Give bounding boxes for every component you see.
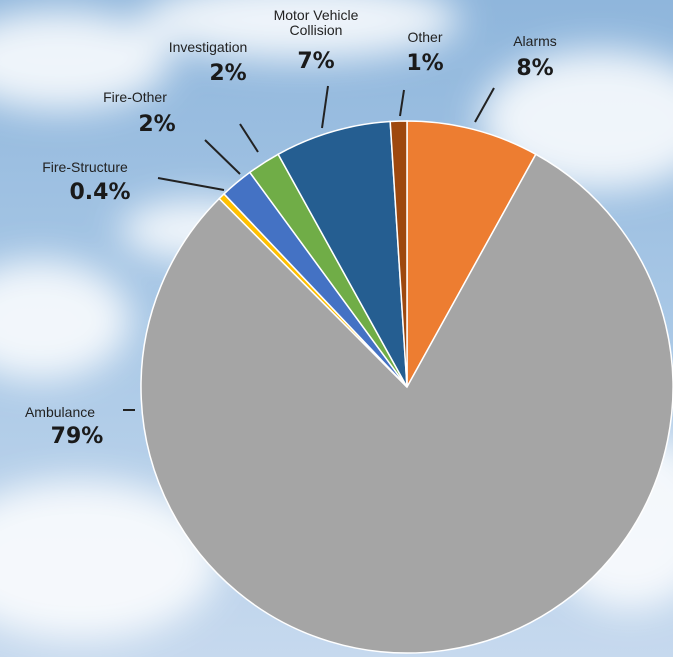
slice-label: Fire-Other: [75, 90, 195, 105]
slice-label: Investigation: [148, 40, 268, 55]
leader-line: [322, 86, 328, 128]
value-label: 0.4%: [40, 181, 160, 205]
slice-label: Motor Vehicle Collision: [266, 8, 366, 38]
value-label: 79%: [17, 425, 137, 449]
page: (() => { const data = JSON.parse(documen…: [0, 0, 673, 657]
value-label: 8%: [475, 57, 595, 81]
value-label: 2%: [97, 113, 217, 137]
slice-label: Fire-Structure: [25, 160, 145, 175]
leader-line: [475, 88, 494, 122]
leader-line: [205, 140, 240, 174]
value-label: 7%: [256, 50, 376, 74]
slice-label: Alarms: [475, 34, 595, 49]
leader-line: [400, 90, 404, 116]
slice-label: Other: [365, 30, 485, 45]
value-label: 1%: [365, 52, 485, 76]
slice-label: Ambulance: [0, 405, 120, 420]
leader-line: [240, 124, 258, 152]
leader-line: [158, 178, 224, 190]
